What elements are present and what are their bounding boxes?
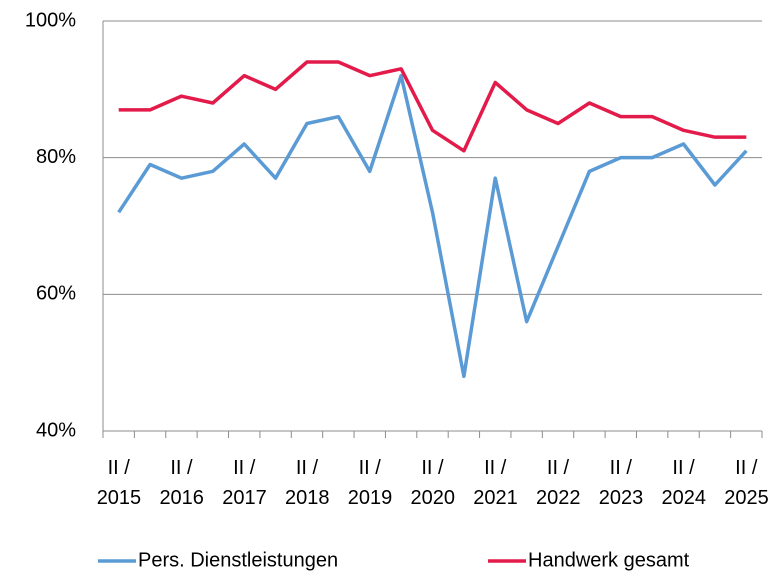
y-tick-label: 60% [36,283,76,305]
x-tick-label: II / 2015 [96,457,142,509]
x-tick-label: II / 2016 [159,457,204,509]
x-tick-label: II / 2024 [661,457,707,509]
x-tick-label: II / 2018 [284,457,330,509]
y-tick-label: 80% [36,146,76,168]
legend-label: Pers. Dienstleistungen [138,549,338,571]
x-tick-label: II / 2025 [724,457,769,509]
x-tick-label: II / 2022 [536,457,581,509]
x-tick-label: II / 2017 [222,457,267,509]
y-tick-label: 40% [36,419,76,441]
x-tick-label: II / 2021 [473,457,518,509]
x-tick-label: II / 2023 [598,457,644,509]
series-line [118,60,747,153]
x-tick-label: II / 2020 [410,457,456,509]
y-tick-label: 100% [25,9,76,31]
legend-label: Handwerk gesamt [528,549,690,571]
x-tick-label: II / 2019 [347,457,393,509]
series-line [117,73,748,379]
